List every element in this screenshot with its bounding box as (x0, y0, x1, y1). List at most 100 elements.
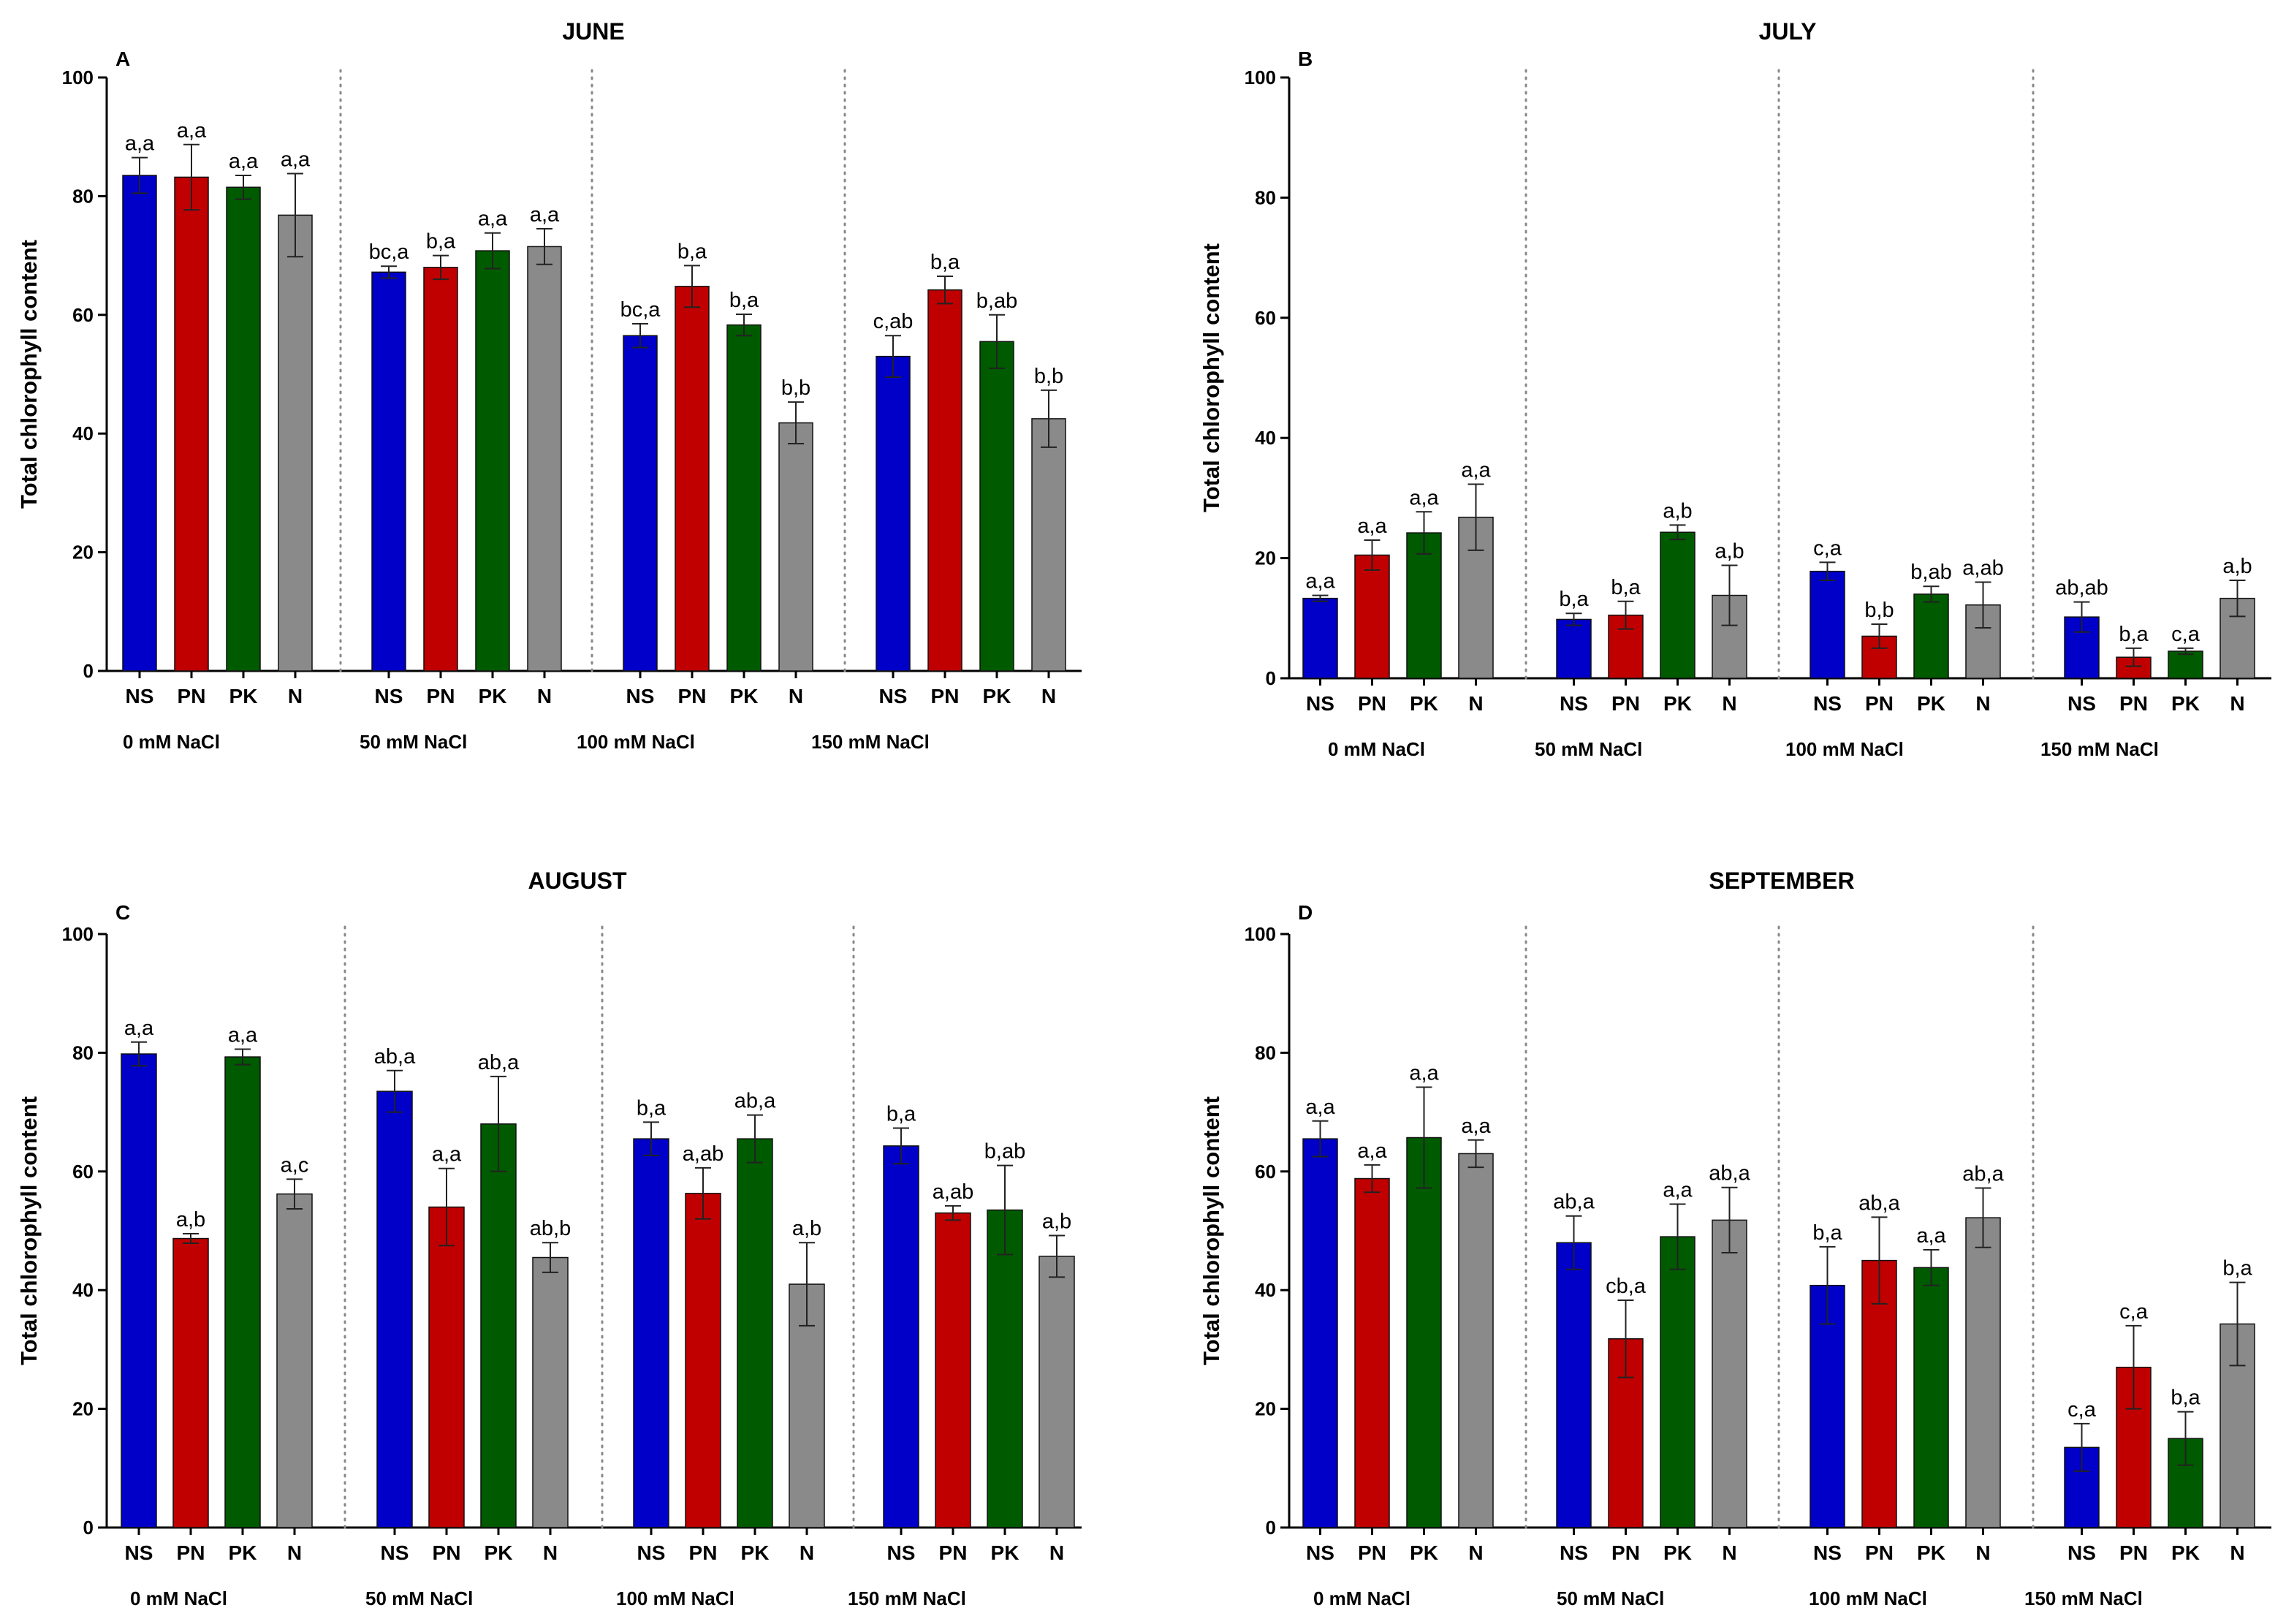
significance-label: a,b (1042, 1210, 1071, 1233)
x-tick-label: NS (2067, 1541, 2096, 1564)
group-label: 150 mM NaCl (2040, 738, 2159, 760)
y-tick-label: 100 (62, 923, 94, 945)
x-tick-label: NS (2067, 692, 2096, 715)
significance-label: b,b (1034, 365, 1063, 388)
significance-label: a,ab (683, 1142, 724, 1166)
x-tick-label: N (1468, 692, 1483, 715)
x-tick-label: NS (887, 1541, 916, 1564)
x-tick-label: PN (1611, 1541, 1640, 1564)
bar-pk (1913, 1267, 1949, 1528)
significance-label: a,a (1357, 1139, 1387, 1163)
bar-pk (226, 186, 261, 672)
x-tick-label: NS (1306, 1541, 1334, 1564)
bar-ns (1810, 570, 1845, 679)
significance-label: cb,a (1606, 1275, 1647, 1298)
x-tick-label: PN (1865, 1541, 1894, 1564)
chart-panel-a: JUNE A Total chlorophyll content 0 20 40 60 80 1… (16, 18, 1082, 753)
significance-label: a,a (281, 148, 311, 172)
group-label: 0 mM NaCl (123, 731, 220, 753)
chart-title: AUGUST (528, 868, 627, 894)
y-tick-label: 20 (72, 542, 94, 564)
significance-label: a,a (228, 1024, 258, 1047)
x-tick-label: N (1975, 1541, 1990, 1564)
significance-label: a,b (792, 1217, 821, 1240)
group-label: 50 mM NaCl (1535, 738, 1642, 760)
group-label: 0 mM NaCl (1328, 738, 1425, 760)
x-tick-label: PK (479, 685, 507, 707)
y-tick-label: 80 (1255, 1041, 1276, 1063)
x-tick-label: N (1722, 692, 1736, 715)
bar-ns (1302, 597, 1338, 679)
x-tick-label: N (2230, 1541, 2244, 1564)
y-tick-label: 0 (83, 1517, 94, 1538)
bar-pn (428, 1206, 465, 1528)
y-axis-label: Total chlorophyll content (1199, 1096, 1224, 1365)
x-tick-label: PK (730, 685, 759, 707)
y-tick-label: 40 (1255, 1279, 1276, 1301)
bar-pn (174, 176, 209, 672)
significance-label: a,b (1663, 499, 1692, 523)
significance-label: b,a (729, 289, 759, 312)
bar-pk (224, 1056, 261, 1528)
significance-label: ab,a (1709, 1162, 1750, 1185)
significance-label: b,a (1812, 1221, 1842, 1245)
significance-label: b,b (1864, 599, 1894, 622)
chart-panel-d: SEPTEMBER D Total chlorophyll content 0 20 40… (1199, 868, 2271, 1609)
x-tick-label: PK (229, 685, 258, 707)
significance-label: c,a (2119, 1300, 2149, 1324)
significance-label: a,b (1714, 539, 1744, 563)
bar-pk (979, 341, 1014, 672)
bar-ns (1556, 1242, 1592, 1528)
significance-label: a,c (281, 1153, 309, 1177)
bar-ns (371, 271, 406, 672)
bar-pk (475, 250, 510, 672)
x-tick-label: NS (1560, 692, 1588, 715)
group-label: 0 mM NaCl (130, 1587, 227, 1609)
significance-label: a,a (125, 132, 155, 156)
significance-label: a,a (1461, 1115, 1491, 1138)
group-label: 100 mM NaCl (616, 1587, 734, 1609)
x-tick-label: N (1468, 1541, 1483, 1564)
bar-pn (935, 1212, 971, 1528)
y-tick-label: 60 (72, 1161, 94, 1183)
bar-pk (987, 1209, 1023, 1528)
bar-pk (1660, 1236, 1695, 1528)
bar-ns (883, 1145, 919, 1528)
x-tick-label: NS (879, 685, 908, 707)
x-tick-label: PK (1410, 1541, 1438, 1564)
y-tick-label: 80 (1255, 186, 1276, 208)
bar-pk (1913, 593, 1949, 679)
bar-pk (737, 1138, 773, 1528)
x-tick-label: PN (427, 685, 455, 707)
x-tick-label: NS (1813, 692, 1842, 715)
bar-ns (623, 335, 658, 672)
x-tick-label: NS (381, 1541, 409, 1564)
x-tick-label: PK (983, 685, 1011, 707)
y-tick-label: 0 (83, 660, 94, 682)
significance-label: ab,a (1553, 1191, 1595, 1214)
significance-label: a,a (1409, 486, 1439, 509)
panel-letter: B (1298, 48, 1313, 70)
y-tick-label: 80 (72, 1041, 94, 1063)
panel-letter: D (1298, 901, 1313, 924)
significance-label: bc,a (620, 298, 661, 322)
x-tick-label: PN (1865, 692, 1894, 715)
x-tick-label: NS (1560, 1541, 1588, 1564)
x-tick-label: PN (931, 685, 960, 707)
significance-label: a,a (1916, 1224, 1946, 1248)
y-tick-label: 60 (1255, 1161, 1276, 1183)
group-label: 0 mM NaCl (1313, 1587, 1410, 1609)
x-tick-label: PN (433, 1541, 461, 1564)
x-tick-label: PK (1917, 692, 1945, 715)
chart-title: JUNE (562, 18, 624, 45)
group-label: 100 mM NaCl (1809, 1587, 1927, 1609)
significance-label: b,a (1611, 576, 1641, 599)
significance-label: a,ab (1962, 556, 2003, 580)
significance-label: ab,b (530, 1217, 571, 1240)
significance-label: b,a (426, 230, 456, 254)
x-tick-label: PN (678, 685, 707, 707)
bar-pn (172, 1237, 209, 1528)
chart-panel-c: AUGUST C Total chlorophyll content 0 20 40 60 8… (16, 868, 1082, 1609)
significance-label: a,a (478, 208, 508, 231)
